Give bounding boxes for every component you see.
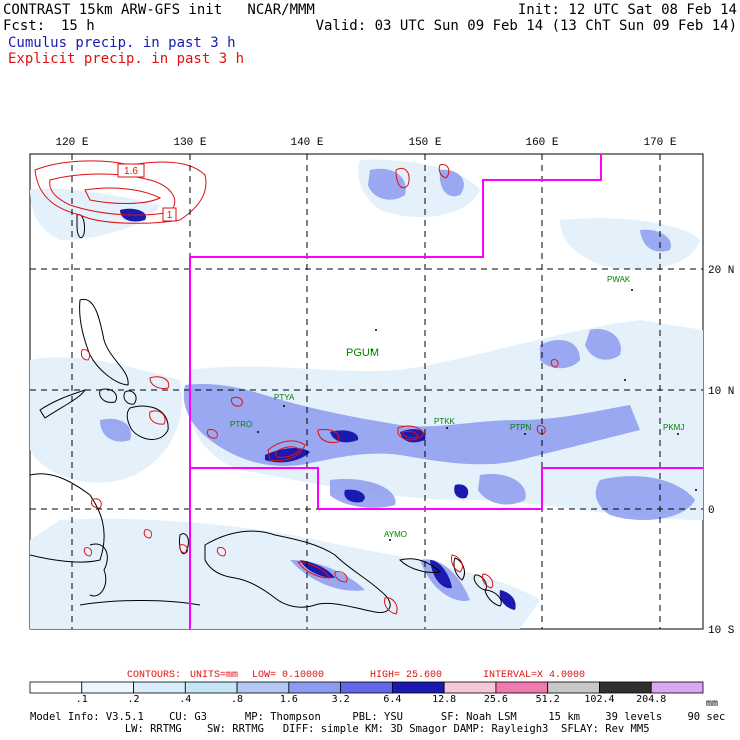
colorbar-tick-label: .4 [179,694,192,705]
explicit-precip-contours [34,160,559,615]
colorbar-segment [443,681,497,694]
forecast-hour-value: 15 h [61,18,95,34]
init-time: Init: 12 UTC Sat 08 Feb 14 [517,2,737,18]
station-ptya: PTYA [274,393,295,402]
model-title: CONTRAST 15km ARW-GFS init NCAR/MMM [3,2,315,18]
colorbar-tick-label: .1 [75,694,88,705]
light-precip-fill [30,159,703,629]
colorbar-unit: mm [706,699,718,710]
contours-label: CONTOURS: [127,670,181,681]
colorbar-segment [599,681,652,694]
station-pkmj: PKMJ [663,423,684,432]
contour-label-1-6: 1.6 [117,163,145,178]
model-info-line-1: Model Info: V3.5.1 CU: G3 MP: Thompson P… [30,711,726,723]
colorbar-tick-label: 102.4 [584,694,615,705]
model-info-line-2: LW: RRTMG SW: RRTMG DIFF: simple KM: 3D … [30,723,650,735]
colorbar-segment [29,681,83,694]
station-pwak: PWAK [607,275,631,284]
colorbar-tick-label: 51.2 [535,694,560,705]
lat-label-0: 0 [708,505,715,517]
svg-text:1: 1 [167,210,173,221]
svg-text:1.6: 1.6 [124,166,138,177]
contours-high: HIGH= 25.600 [370,670,442,681]
lat-label-10n: 10 N [708,386,734,398]
lon-label-160e: 160 E [525,137,558,149]
colorbar-segment [81,681,134,694]
colorbar-tick-label: 12.8 [432,694,457,705]
coastlines [30,213,502,614]
colorbar-tick-label: 25.6 [483,694,508,705]
station-pgum: PGUM [346,347,379,359]
cumulus-legend-label: Cumulus precip. in past 3 h [8,35,236,51]
contours-interval: INTERVAL=X 4.0000 [483,670,585,681]
lon-label-140e: 140 E [290,137,323,149]
colorbar-segment [184,681,238,694]
lat-label-10s: 10 S [708,625,735,637]
lon-label-150e: 150 E [408,137,441,149]
colorbar-tick-label: 6.4 [383,694,402,705]
cumulus-precip-heavy [120,208,516,610]
lat-lon-grid [30,154,703,629]
domain-boundary [189,154,703,629]
lat-label-20n: 20 N [708,265,734,277]
colorbar-segment [340,681,393,694]
colorbar-segment [495,681,549,694]
station-markers [257,289,697,541]
station-aymo: AYMO [384,530,407,539]
colorbar-tick-label: 204.8 [636,694,667,705]
contours-units: UNITS=mm [190,670,238,681]
colorbar-segment [288,681,342,694]
contours-low: LOW= 0.10000 [252,670,324,681]
lon-label-120e: 120 E [55,137,88,149]
colorbar-segment [547,681,600,694]
colorbar [29,681,704,694]
valid-time: Valid: 03 UTC Sun 09 Feb 14 (13 ChT Sun … [315,18,737,34]
colorbar-segment [391,681,445,694]
colorbar-segment [236,681,290,694]
colorbar-tick-label: .2 [127,694,140,705]
station-ptkk: PTKK [434,417,456,426]
colorbar-segment [133,681,186,694]
station-ptro: PTRO [230,420,252,429]
colorbar-segment [650,681,704,694]
station-ptpn: PTPN [510,423,532,432]
explicit-legend-label: Explicit precip. in past 3 h [8,51,245,67]
lon-label-170e: 170 E [643,137,676,149]
contour-label-1: 1 [162,207,177,222]
colorbar-tick-label: 1.6 [279,694,298,705]
lon-label-130e: 130 E [173,137,206,149]
colorbar-tick-label: 3.2 [331,694,350,705]
forecast-hour-label: Fcst: [3,18,46,34]
colorbar-tick-label: .8 [231,694,244,705]
